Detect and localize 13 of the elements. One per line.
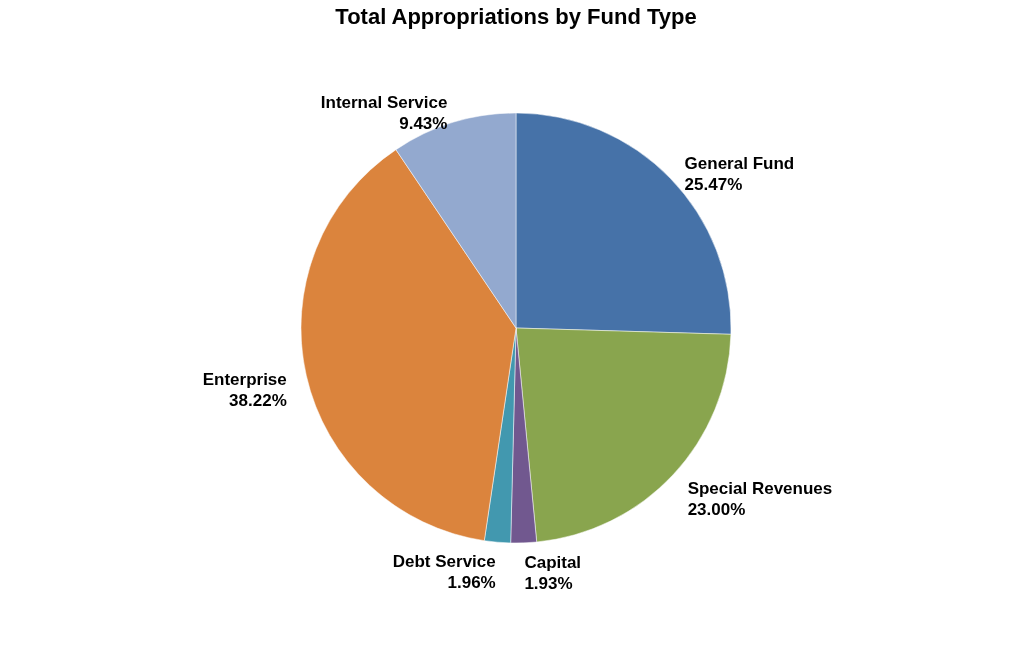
slice-label: General Fund [684, 154, 795, 174]
data-label: 25.47% [684, 175, 743, 195]
data-label: 23.00% [687, 499, 746, 519]
slice-label: Enterprise [202, 369, 287, 389]
chart-title: Total Appropriations by Fund Type [335, 4, 697, 29]
slice-label: Debt Service [392, 552, 496, 572]
slice-label: Internal Service [320, 93, 448, 113]
data-label: 1.93% [524, 573, 573, 593]
data-label: 9.43% [399, 114, 448, 134]
slice-label: Special Revenues [687, 478, 833, 498]
data-label: 1.96% [447, 573, 496, 593]
data-label: 38.22% [229, 390, 287, 410]
slice-label: Capital [524, 552, 582, 572]
